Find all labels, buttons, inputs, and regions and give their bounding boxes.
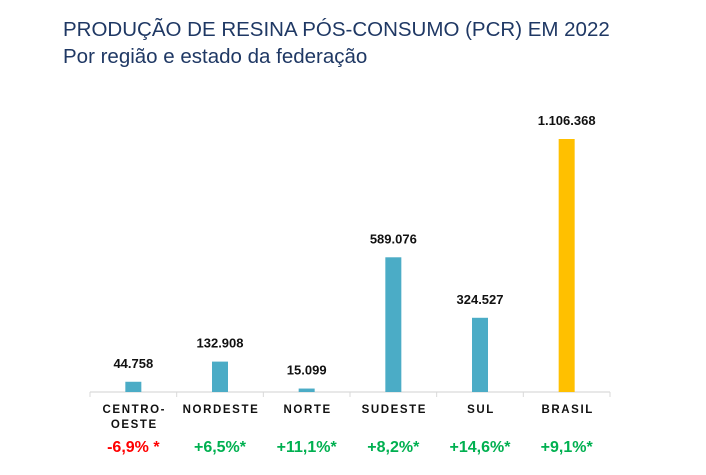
growth-label: +14,6%*: [450, 439, 512, 456]
data-label: 1.106.368: [538, 113, 596, 128]
category-label: NORDESTE: [183, 404, 260, 416]
bar-0: [125, 381, 142, 392]
data-label: 44.758: [113, 356, 153, 371]
category-label: BRASIL: [541, 404, 593, 416]
category-label: OESTE: [111, 419, 158, 431]
growth-label: +6,5%*: [194, 439, 247, 456]
growth-label: +8,2%*: [367, 439, 420, 456]
bar-2: [298, 388, 315, 392]
category-label: NORTE: [284, 404, 332, 416]
category-label: SUL: [467, 404, 495, 416]
growth-label: +9,1%*: [541, 439, 594, 456]
bar-1: [212, 361, 228, 392]
chart-title: PRODUÇÃO DE RESINA PÓS-CONSUMO (PCR) EM …: [63, 18, 610, 41]
data-label: 324.527: [457, 292, 504, 307]
data-label: 589.076: [370, 231, 417, 246]
growth-label: +11,1%*: [277, 439, 338, 456]
category-label: CENTRO-: [103, 404, 167, 416]
bar-3: [385, 257, 402, 392]
data-label: 132.908: [197, 336, 244, 351]
growth-label: -6,9% *: [107, 439, 160, 456]
bar-5: [558, 139, 575, 392]
chart-subtitle: Por região e estado da federação: [63, 45, 368, 68]
data-label: 15.099: [287, 363, 327, 378]
category-label: SUDESTE: [362, 404, 428, 416]
bar-4: [472, 317, 488, 392]
